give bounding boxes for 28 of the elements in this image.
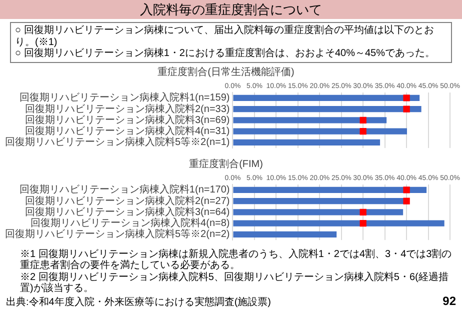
y-tick-label: 回復期リハビリテーション病棟入院料2(n=33) (24, 102, 230, 114)
y-tick-label: 回復期リハビリテーション病棟入院料3(n=64) (24, 205, 230, 218)
y-tick-label: 回復期リハビリテーション病棟入院料5等※2(n=2) (4, 228, 230, 240)
y-tick-label: 回復期リハビリテーション病棟入院料4(n=31) (24, 124, 230, 137)
bar (233, 208, 404, 215)
y-tick-label: 回復期リハビリテーション病棟入院料1(n=170) (19, 183, 230, 196)
bar (233, 186, 427, 193)
y-tick-label: 回復期リハビリテーション病棟入院料1(n=159) (19, 91, 230, 104)
text: ○ 回復期リハビリテーション病棟1・2における重症度割合は、おおよそ40%～45%であった。 (15, 48, 436, 60)
bar (233, 128, 407, 134)
y-tick-label: 回復期リハビリテーション病棟入院料3(n=69) (24, 113, 230, 126)
chart-title: 重症度割合(FIM) (189, 157, 263, 170)
text: 入院料毎の重症度割合について (0, 0, 462, 19)
text: 92 (442, 294, 456, 308)
source-note: 出典:令和4年度入院・外来医療等における実態調査(施設票) (6, 296, 271, 308)
text: ※1 回復期リハビリテーション病棟は新規入院患者のうち、入院料1・2では4割、3・4では3割の重症患者割合の要件を満たしている必要がある。 (19, 248, 453, 272)
text: ○ 回復期リハビリテーション病棟について、届出入院料毎の重症度割合の平均値は以下のとおり。(※1) (15, 25, 435, 48)
bar (233, 116, 387, 123)
bar (233, 106, 422, 112)
y-tick-label: 回復期リハビリテーション病棟入院料4(n=8) (30, 216, 230, 229)
y-tick-label: 回復期リハビリテーション病棟入院料5等※2(n=1) (4, 136, 230, 148)
chart-title: 重症度割合(日常生活機能評価) (158, 65, 294, 78)
bar (233, 94, 420, 101)
y-tick-label: 回復期リハビリテーション病棟入院料2(n=27) (24, 194, 230, 206)
bar (233, 230, 337, 237)
bar (233, 138, 380, 145)
bar (233, 220, 444, 226)
text: ※2 回復期リハビリテーション病棟入院料5、回復期リハビリテーション病棟入院料5・6(経過措置)が該当する。 (19, 272, 450, 294)
